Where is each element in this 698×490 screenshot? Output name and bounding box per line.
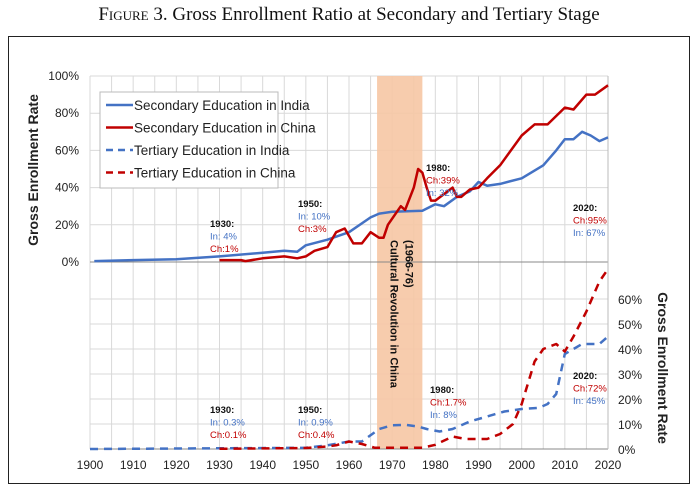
annotation-text: In: 0.3% <box>210 418 245 429</box>
annotation-text: In: 0.9% <box>298 418 333 429</box>
figure-number: Figure 3. <box>98 4 168 25</box>
y-left-tick-label: 80% <box>55 106 79 120</box>
annotation-text: In: 10% <box>298 212 331 223</box>
y-right-tick-label: 0% <box>618 443 636 457</box>
annotation-text: 1930: <box>210 219 234 230</box>
y-left-tick-label: 60% <box>55 143 79 157</box>
y-left-tick-label: 100% <box>48 69 79 83</box>
annotation-text: In: 8% <box>430 410 457 421</box>
y-right-axis-label: Gross Enrollment Rate <box>655 292 671 444</box>
series-line-0 <box>94 130 609 263</box>
annotation-text: In: 4% <box>210 232 237 243</box>
annotation-text: Ch:0.4% <box>298 430 335 441</box>
legend-label: Secondary Education in China <box>134 121 316 136</box>
legend <box>99 91 279 189</box>
annotation-text: 1980: <box>426 163 450 174</box>
x-tick-label: 1900 <box>77 458 104 472</box>
annotation-text: Ch:1% <box>210 244 239 255</box>
x-tick-label: 2010 <box>551 458 578 472</box>
annotation-text: Ch:95% <box>573 216 607 227</box>
series-line-2 <box>89 335 609 451</box>
x-tick-label: 2000 <box>508 458 535 472</box>
x-tick-label: 1970 <box>379 458 406 472</box>
x-tick-label: 1960 <box>336 458 363 472</box>
y-right-tick-label: 20% <box>618 393 642 407</box>
x-tick-label: 1940 <box>249 458 276 472</box>
chart-frame <box>8 36 690 484</box>
series-line-1 <box>219 84 609 263</box>
x-tick-label: 1910 <box>120 458 147 472</box>
annotation-text: 1950: <box>298 199 322 210</box>
annotation-text: Ch:1.7% <box>430 398 467 409</box>
x-tick-label: 1920 <box>163 458 190 472</box>
legend-label: Tertiary Education in India <box>134 143 290 158</box>
x-tick-label: 2020 <box>595 458 622 472</box>
figure-title: Figure 3. Gross Enrollment Ratio at Seco… <box>0 4 698 26</box>
legend-label: Secondary Education in India <box>134 98 310 113</box>
annotation-text: In: 45% <box>573 396 606 407</box>
annotation-text: Ch:3% <box>298 224 327 235</box>
annotation-text: Ch:39% <box>426 176 460 187</box>
annotation-text: Ch:72% <box>573 384 607 395</box>
x-tick-label: 1990 <box>465 458 492 472</box>
annotation-text: Ch:0.1% <box>210 430 247 441</box>
figure-title-text: Gross Enrollment Ratio at Secondary and … <box>172 4 600 25</box>
shaded-region-label: Cultural Revolution in China <box>388 240 400 389</box>
x-tick-label: 1980 <box>422 458 449 472</box>
annotation-text: 1980: <box>430 385 454 396</box>
x-tick-label: 1930 <box>206 458 233 472</box>
x-tick-label: 1950 <box>292 458 319 472</box>
legend-label: Tertiary Education in China <box>134 166 296 181</box>
y-left-tick-label: 0% <box>62 255 80 269</box>
annotation-text: 2020: <box>573 371 597 382</box>
y-right-tick-label: 30% <box>618 368 642 382</box>
y-right-tick-label: 60% <box>618 293 642 307</box>
annotation-text: 1930: <box>210 405 234 416</box>
series-line-3 <box>219 268 610 451</box>
y-left-tick-label: 40% <box>55 181 79 195</box>
annotation-text: In: 32% <box>426 188 459 199</box>
shaded-region-sublabel: (1966-76) <box>403 240 415 288</box>
y-right-tick-label: 50% <box>618 318 642 332</box>
y-right-tick-label: 40% <box>618 343 642 357</box>
y-left-axis-label: Gross Enrollment Rate <box>25 94 41 246</box>
y-left-tick-label: 20% <box>55 218 79 232</box>
annotation-text: 2020: <box>573 203 597 214</box>
annotation-text: In: 67% <box>573 228 606 239</box>
y-right-tick-label: 10% <box>618 418 642 432</box>
annotation-text: 1950: <box>298 405 322 416</box>
